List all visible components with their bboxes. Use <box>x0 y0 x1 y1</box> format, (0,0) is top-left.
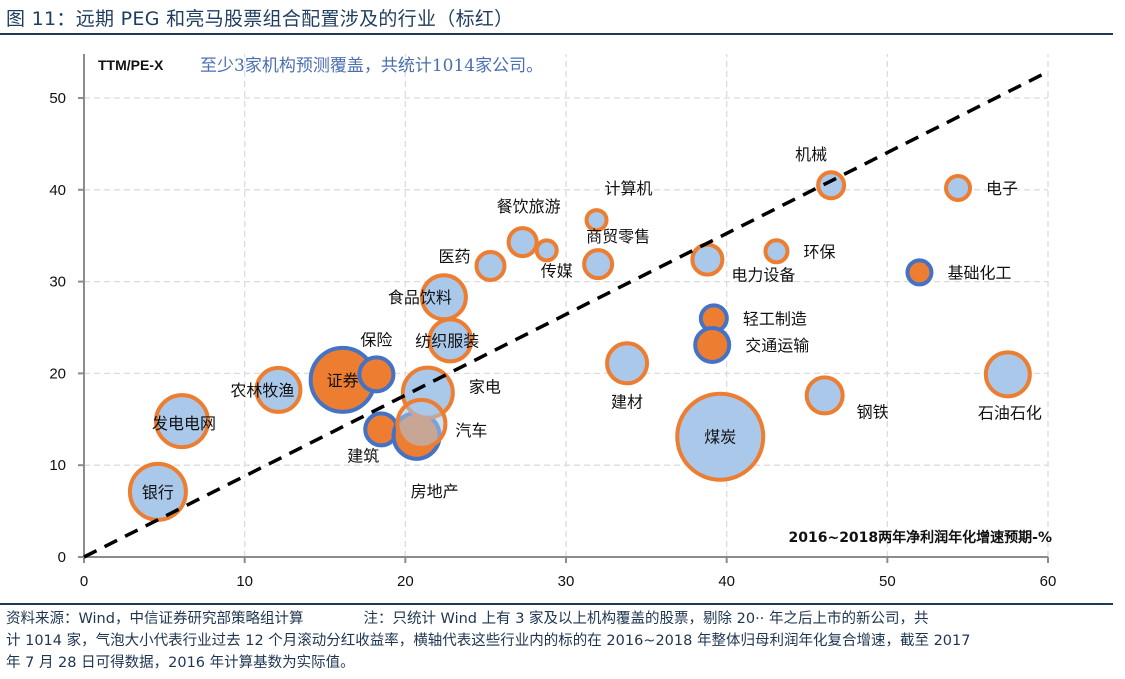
x-tick-label: 10 <box>236 573 253 590</box>
x-tick-label: 20 <box>397 573 414 590</box>
bubble-交通运输 <box>693 325 732 364</box>
footnote-line-3: 年 7 月 28 日可得数据，2016 年计算基数为实际值。 <box>6 655 355 671</box>
x-tick-label: 0 <box>80 573 88 590</box>
bubble-钢铁 <box>804 375 845 416</box>
bubble-石油石化 <box>983 350 1032 399</box>
bubble-label: 商贸零售 <box>586 227 650 246</box>
bubble-机械 <box>816 170 847 201</box>
x-tick-label: 50 <box>879 573 896 590</box>
bubble-电力设备 <box>690 242 725 277</box>
bubble-label: 银行 <box>142 483 174 502</box>
bubble-label: 建材 <box>611 392 643 411</box>
bubble-label: 纺织服装 <box>415 331 479 350</box>
bubble-label: 石油石化 <box>978 403 1042 422</box>
bubble-label: 汽车 <box>455 421 487 440</box>
y-tick-label: 50 <box>49 90 66 107</box>
grid <box>84 54 1049 557</box>
bubble-label: 电子 <box>986 179 1018 198</box>
chart-subtitle: 至少3家机构预测覆盖，共统计1014家公司。 <box>200 56 543 76</box>
footnote: 资料来源：Wind，中信证券研究部策略组计算 注：只统计 Wind 上有 3 家及… <box>6 608 1116 674</box>
bubble-食品饮料 <box>419 273 468 322</box>
footer-divider <box>0 603 1113 605</box>
bubble-label: 家电 <box>469 378 501 397</box>
bubble-label: 环保 <box>803 242 835 261</box>
bubble-传媒 <box>534 238 559 263</box>
bubble-label: 煤炭 <box>704 428 736 447</box>
bubble-label: 医药 <box>438 247 470 266</box>
bubble-label: 轻工制造 <box>743 309 807 328</box>
bubble-基础化工 <box>905 258 934 287</box>
bubble-label: 餐饮旅游 <box>497 197 561 216</box>
footnote-line-2: 计 1014 家，气泡大小代表行业过去 12 个月滚动分红收益率，横轴代表这些行… <box>6 633 971 649</box>
bubble-label: 电力设备 <box>731 266 795 285</box>
bubble-label: 基础化工 <box>947 263 1011 282</box>
title-divider <box>0 33 1113 35</box>
y-tick-label: 10 <box>49 457 66 474</box>
bubble-农林牧渔 <box>254 365 303 414</box>
y-axis-title: TTM/PE-X <box>98 57 164 73</box>
bubble-医药 <box>474 249 507 282</box>
bubble-电子 <box>944 173 973 202</box>
bubble-保险 <box>357 355 396 394</box>
figure-title: 图 11：远期 PEG 和亮马股票组合配置涉及的行业（标红） <box>6 8 514 30</box>
y-tick-label: 0 <box>58 549 66 566</box>
bubble-series <box>127 170 1032 522</box>
bubble-label: 保险 <box>360 330 392 349</box>
bubble-发电电网 <box>154 393 211 450</box>
x-tick-label: 30 <box>558 573 575 590</box>
bubble-label: 房地产 <box>411 482 459 501</box>
bubble-餐饮旅游 <box>506 226 539 259</box>
reference-line <box>83 71 1046 559</box>
footnote-line-1: 资料来源：Wind，中信证券研究部策略组计算 注：只统计 Wind 上有 3 家及… <box>6 608 1116 630</box>
axes: 0 10 20 30 40 50 60 0 10 20 30 40 50 <box>49 54 1056 590</box>
x-tick-label: 60 <box>1040 573 1057 590</box>
y-tick-label: 20 <box>49 365 66 382</box>
bubble-label: 证券 <box>327 371 359 390</box>
x-tick-label: 40 <box>718 573 735 590</box>
bubble-label: 传媒 <box>541 261 573 280</box>
bubble-label: 食品饮料 <box>388 288 452 307</box>
source-text: 资料来源：Wind，中信证券研究部策略组计算 <box>6 611 304 627</box>
bubble-label: 发电电网 <box>152 414 216 433</box>
bubble-环保 <box>763 238 790 265</box>
bubble-汽车 <box>395 397 448 450</box>
bubble-label: 计算机 <box>605 179 653 198</box>
bubble-建材 <box>605 341 650 386</box>
bubble-商贸零售 <box>582 248 615 281</box>
bubble-label: 机械 <box>795 145 827 164</box>
bubble-煤炭 <box>675 391 766 482</box>
x-axis-title: 2016~2018两年净利润年化增速预期-% <box>789 529 1053 546</box>
note-text-1: 注：只统计 Wind 上有 3 家及以上机构覆盖的股票，剔除 20·· 年之后上… <box>363 611 929 627</box>
bubble-label: 建筑 <box>347 446 379 465</box>
bubble-label: 交通运输 <box>745 336 809 355</box>
bubble-计算机 <box>584 208 609 233</box>
y-tick-label: 40 <box>49 182 66 199</box>
y-tick-label: 30 <box>49 274 66 291</box>
bubble-label: 农林牧渔 <box>230 381 294 400</box>
bubble-label: 钢铁 <box>857 402 889 421</box>
